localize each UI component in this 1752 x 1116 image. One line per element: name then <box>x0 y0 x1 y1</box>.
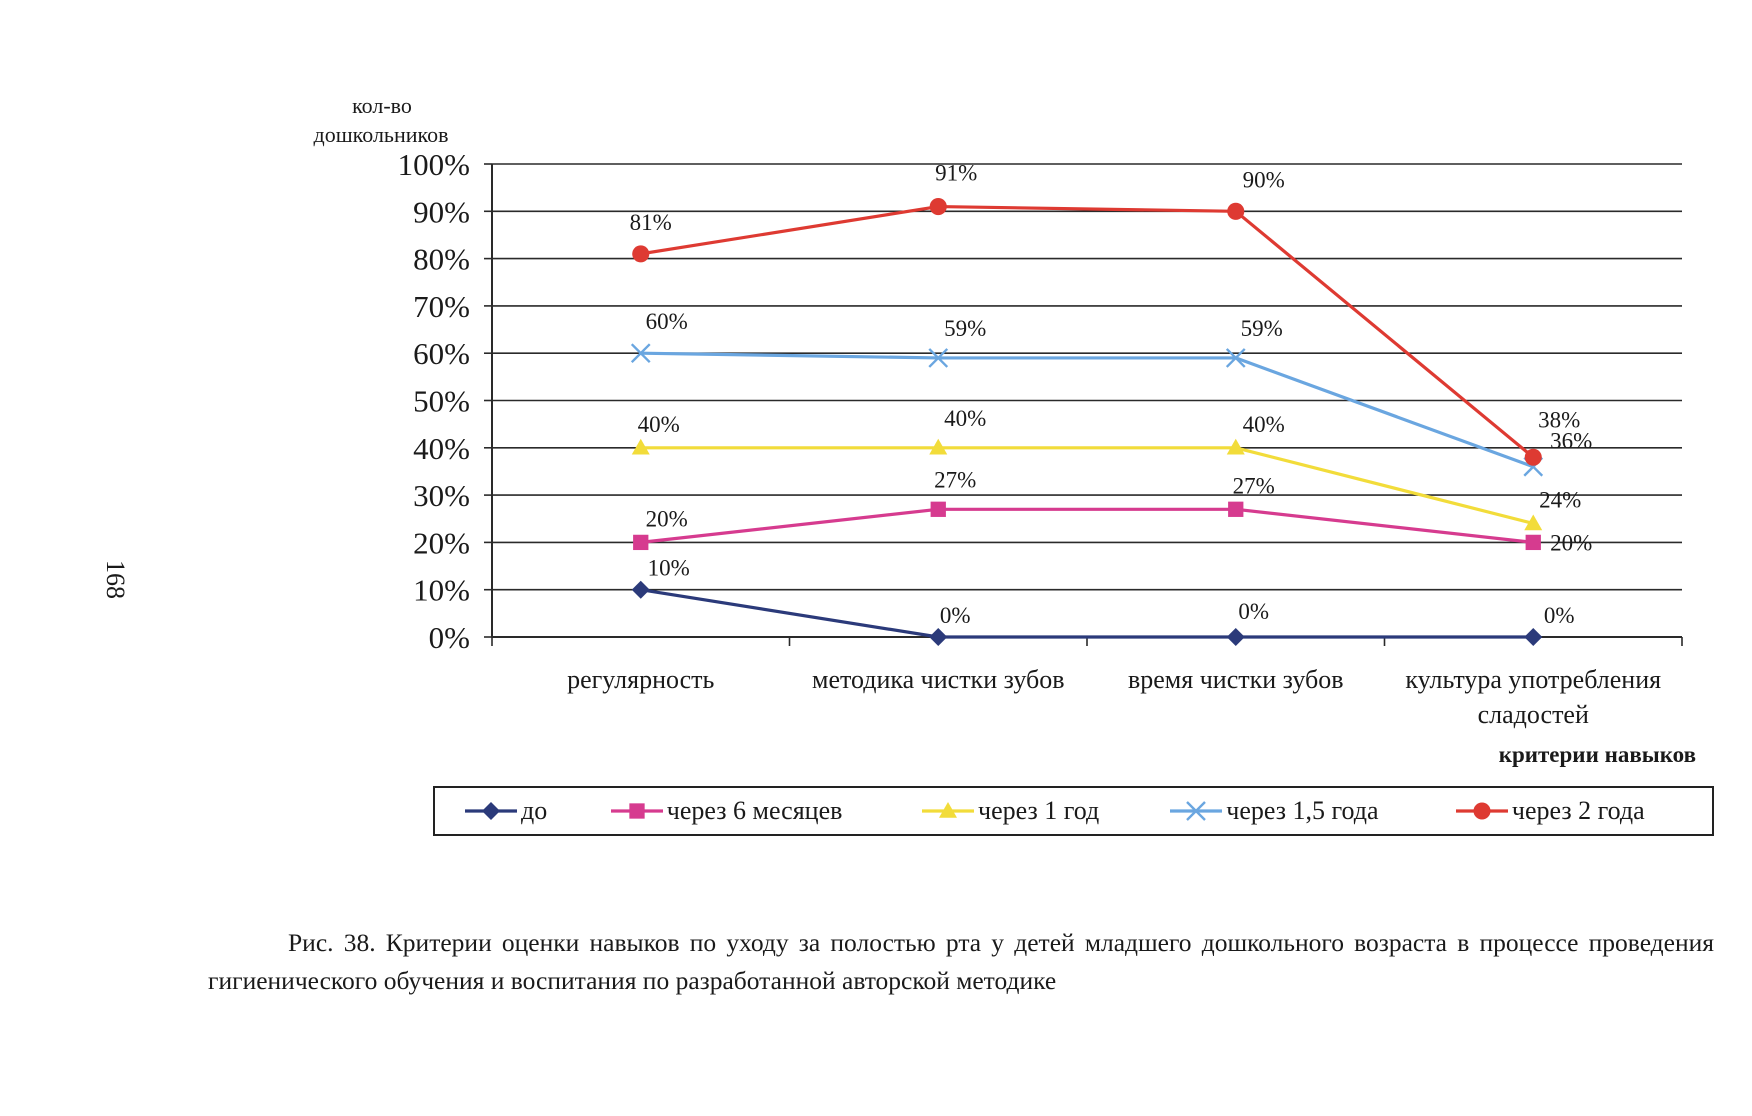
legend-item: до <box>465 796 611 826</box>
line-chart: 0% 10% 20% 30% 40% 50% 60% 70% 80% 90% 100% регуляр… <box>314 93 1696 767</box>
x-tick-label: регулярность <box>567 665 714 694</box>
y-tick-label: 0% <box>429 620 470 655</box>
data-label: 91% <box>935 161 977 186</box>
series-line <box>640 351 1534 469</box>
marker-triangle <box>631 438 650 455</box>
data-label: 0% <box>1544 603 1575 628</box>
data-label: 81% <box>630 210 672 235</box>
data-label: 27% <box>1233 473 1275 498</box>
marker-x <box>1186 801 1207 821</box>
marker-diamond <box>482 802 500 820</box>
y-tick-label: 20% <box>413 525 470 560</box>
legend-swatch <box>1170 801 1223 821</box>
legend-item: через 1,5 года <box>1170 796 1456 826</box>
series-line <box>640 507 1534 544</box>
x-tick-label: культура употребления <box>1405 665 1661 694</box>
data-labels: 10% 0% 0% 0% 20% 27% 27% 20% 40% 40% 40% 24% 60% 59% 5… <box>630 161 1593 628</box>
legend-swatch <box>922 802 975 818</box>
data-label: 0% <box>1238 599 1269 624</box>
y-tick-label: 40% <box>413 431 470 466</box>
data-label: 27% <box>934 467 976 492</box>
data-label: 40% <box>1243 412 1285 437</box>
series-lines <box>640 204 1535 639</box>
marker-square <box>633 534 649 551</box>
marker-x <box>1225 348 1246 368</box>
y-tick-label: 50% <box>413 384 470 419</box>
y-tick-label: 70% <box>413 289 470 324</box>
data-label: 60% <box>646 309 688 334</box>
legend-swatch <box>1455 802 1508 820</box>
marker-x-stroke <box>1225 348 1246 368</box>
marker-diamond <box>929 628 948 646</box>
marker-diamond <box>1226 628 1245 646</box>
legend-label: через 2 года <box>1511 796 1645 825</box>
y-tick-label: 10% <box>413 573 470 608</box>
y-tick-label: 60% <box>413 336 470 371</box>
marker-triangle <box>939 802 958 818</box>
y-axis-label: кол-во <box>352 93 412 118</box>
legend-swatch <box>465 802 517 820</box>
y-axis-label: дошкольников <box>314 122 449 147</box>
legend-label: через 1 год <box>978 796 1100 825</box>
data-label: 40% <box>944 406 986 431</box>
marker-triangle <box>929 438 948 455</box>
legend-label: до <box>521 796 548 825</box>
marker-diamond <box>631 580 650 599</box>
marker-circle <box>1473 802 1491 820</box>
legend-swatch <box>610 803 663 819</box>
marker-triangle <box>1524 514 1543 531</box>
marker-square <box>629 803 645 819</box>
y-tick-label: 100% <box>398 147 470 182</box>
series-markers <box>630 198 1544 646</box>
axes: 0% 10% 20% 30% 40% 50% 60% 70% 80% 90% 100% регуляр… <box>314 93 1696 767</box>
data-label: 40% <box>638 412 680 437</box>
x-axis-label: критерии навыков <box>1499 742 1696 767</box>
marker-triangle <box>1226 438 1245 455</box>
legend-label: через 1,5 года <box>1226 796 1379 825</box>
marker-circle <box>929 198 947 216</box>
marker-circle <box>1524 448 1542 466</box>
legend-label: через 6 месяцев <box>666 796 843 825</box>
marker-x-stroke <box>928 348 949 368</box>
x-tick-label: время чистки зубов <box>1128 665 1344 694</box>
marker-x-stroke <box>630 343 651 364</box>
marker-circle <box>632 245 650 263</box>
legend-item: через 1 год <box>922 796 1170 826</box>
marker-diamond <box>1524 628 1543 646</box>
figure-caption: Рис. 38. Критерии оценки навыков по уход… <box>208 924 1714 1000</box>
x-tick-label: сладостей <box>1478 700 1589 729</box>
data-label: 10% <box>648 556 690 581</box>
data-label: 20% <box>1550 530 1592 555</box>
data-label: 20% <box>646 506 688 531</box>
marker-x-stroke <box>1186 801 1207 821</box>
y-tick-label: 80% <box>413 242 470 277</box>
data-label: 59% <box>1241 316 1283 341</box>
marker-x <box>928 348 949 368</box>
x-tick-label: методика чистки зубов <box>812 665 1065 694</box>
marker-square <box>1228 501 1244 517</box>
series-line <box>640 446 1534 526</box>
data-label: 36% <box>1550 429 1592 454</box>
data-label: 59% <box>944 316 986 341</box>
series-line <box>640 204 1535 459</box>
data-label: 0% <box>940 603 971 628</box>
marker-circle <box>1227 202 1245 220</box>
caption-text: Рис. 38. Критерии оценки навыков по уход… <box>208 928 1714 995</box>
data-label: 38% <box>1538 407 1580 432</box>
legend-item: через 2 года <box>1455 796 1712 826</box>
legend-item: через 6 месяцев <box>610 796 922 826</box>
y-tick-label: 30% <box>413 478 470 513</box>
series-line <box>640 588 1534 639</box>
legend: до через 6 месяцев через 1 год через 1,5 го… <box>433 786 1714 836</box>
y-tick-label: 90% <box>413 194 470 229</box>
marker-x <box>630 343 651 364</box>
marker-square <box>1525 534 1541 551</box>
data-label: 90% <box>1243 167 1285 192</box>
data-label: 24% <box>1539 487 1581 512</box>
marker-square <box>930 501 946 517</box>
